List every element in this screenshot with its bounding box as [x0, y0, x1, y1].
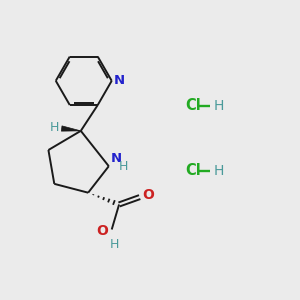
Text: H: H: [213, 99, 224, 113]
Text: H: H: [110, 238, 119, 251]
Text: H: H: [119, 160, 128, 173]
Text: N: N: [114, 74, 125, 87]
Text: O: O: [142, 188, 154, 202]
Text: O: O: [96, 224, 108, 238]
Text: H: H: [213, 164, 224, 178]
Text: Cl: Cl: [185, 98, 201, 113]
Text: Cl: Cl: [185, 163, 201, 178]
Text: H: H: [50, 121, 59, 134]
Polygon shape: [61, 126, 81, 131]
Text: N: N: [110, 152, 122, 165]
